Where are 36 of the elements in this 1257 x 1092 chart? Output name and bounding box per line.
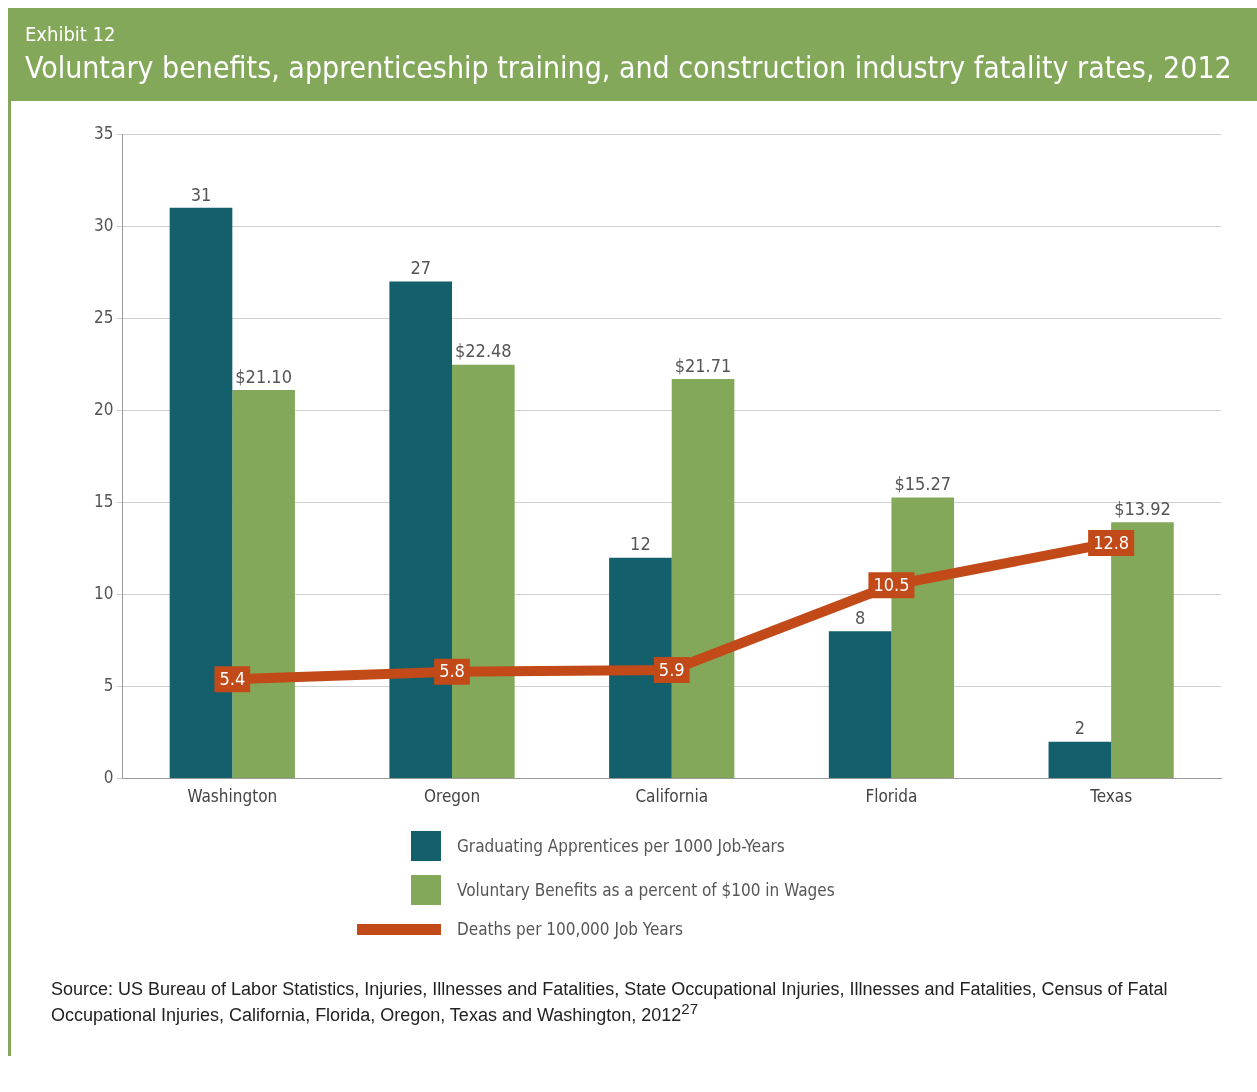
- data-label: 5.8: [439, 660, 465, 682]
- y-tick-label: 20: [93, 398, 114, 419]
- data-label: 8: [854, 606, 866, 628]
- data-label: 5.9: [658, 658, 685, 680]
- y-tick-label: 0: [103, 767, 114, 788]
- data-label: $13.92: [1114, 497, 1171, 519]
- chart-subtitle: Exhibit 12: [25, 22, 117, 46]
- x-tick-label: California: [635, 786, 709, 807]
- data-label: $15.27: [894, 473, 952, 495]
- data-label: $21.71: [674, 354, 732, 376]
- chart-title: Voluntary benefits, apprenticeship training, and construction industry fatality rates, 2012: [25, 50, 1233, 85]
- x-tick-label: Washington: [187, 786, 278, 807]
- x-tick-label: Texas: [1089, 786, 1133, 807]
- data-label: 5.4: [219, 667, 246, 689]
- data-label: 10.5: [873, 573, 910, 595]
- y-tick-label: 10: [93, 582, 114, 603]
- data-label: 2: [1074, 717, 1085, 739]
- source-note: Source: US Bureau of Labor Statistics, Injuries, Illnesses and Fatalities, State Occupational Injuries, Illnesses and Fatalities, Census of Fatal Occupational Injuries, California, Florida, Oregon, Texas and Washington, 2012$^{27}$: [51, 979, 1169, 1026]
- bar: [828, 631, 892, 779]
- data-label: 12: [630, 533, 651, 555]
- x-tick-label: Florida: [865, 786, 918, 807]
- y-tick-label: 35: [93, 122, 114, 143]
- data-label: 12.8: [1093, 531, 1130, 553]
- bar: [1048, 741, 1112, 779]
- data-label: 31: [190, 183, 212, 205]
- y-tick-label: 30: [93, 214, 114, 235]
- data-label: $21.10: [235, 365, 292, 387]
- y-tick-label: 15: [93, 490, 114, 511]
- legend-label: Graduating Apprentices per 1000 Job-Years: [457, 836, 785, 856]
- data-label: $22.48: [455, 340, 512, 362]
- y-tick-label: 5: [103, 674, 114, 695]
- legend-label: Deaths per 100,000 Job Years: [457, 919, 683, 939]
- data-label: 27: [410, 257, 432, 279]
- y-tick-label: 25: [93, 306, 114, 327]
- x-tick-label: Oregon: [423, 786, 481, 807]
- legend-label: Voluntary Benefits as a percent of $100 in Wages: [457, 880, 835, 900]
